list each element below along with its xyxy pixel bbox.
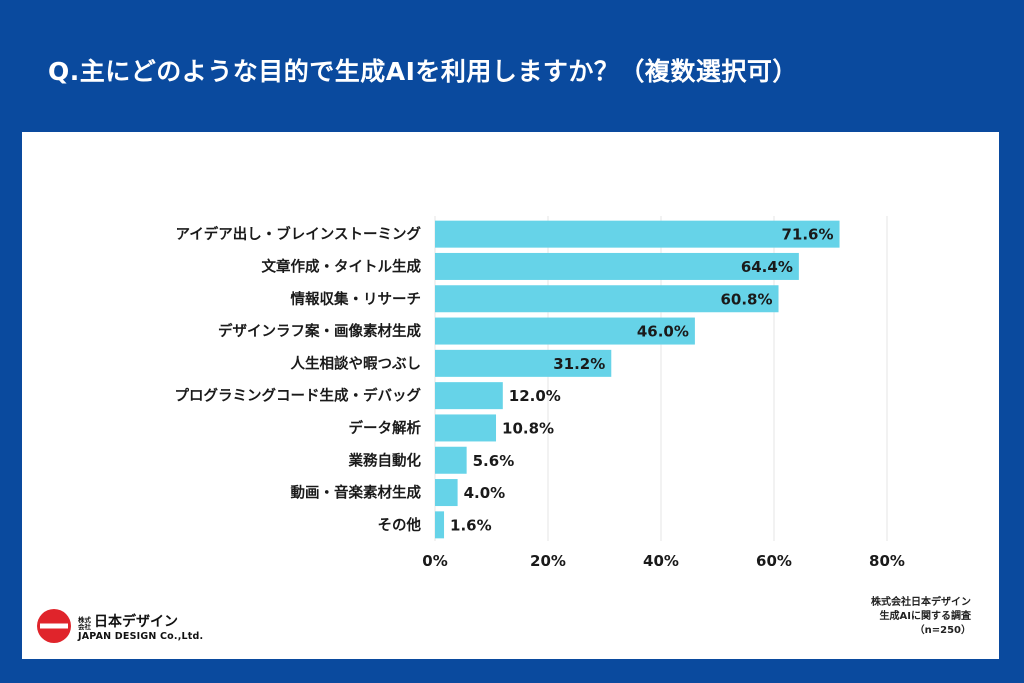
bar	[435, 446, 467, 474]
bar	[435, 382, 503, 410]
bar	[435, 511, 445, 539]
bar	[435, 414, 497, 442]
source-line-1: 株式会社日本デザイン	[871, 597, 971, 608]
bar	[435, 252, 799, 280]
value-label: 46.0%	[637, 323, 689, 341]
value-label: 10.8%	[502, 419, 554, 437]
value-label: 31.2%	[553, 355, 605, 373]
x-tick-label: 80%	[869, 552, 905, 570]
chart-panel: アイデア出し・ブレインストーミング 71.6% 文章作成・タイトル生成 64.4% 情報…	[22, 132, 999, 659]
x-tick-label: 0%	[422, 552, 447, 570]
value-label: 1.6%	[450, 516, 492, 534]
value-label: 60.8%	[720, 290, 772, 308]
source-line-3: （n=250）	[914, 625, 971, 636]
source-line-2: 生成AIに関する調査	[879, 611, 971, 622]
bar-chart: アイデア出し・ブレインストーミング 71.6% 文章作成・タイトル生成 64.4% 情報…	[175, 216, 905, 570]
category-label: その他	[378, 516, 422, 534]
category-label: 文章作成・タイトル生成	[262, 257, 422, 275]
category-label: プログラミングコード生成・デバッグ	[175, 387, 422, 405]
logo-english-text: JAPAN DESIGN Co.,Ltd.	[78, 630, 204, 642]
value-label: 12.0%	[509, 387, 561, 405]
value-label: 4.0%	[464, 484, 506, 502]
x-tick-label: 60%	[756, 552, 792, 570]
x-tick-label: 20%	[530, 552, 566, 570]
category-label: 業務自動化	[348, 451, 422, 469]
category-label: 人生相談や暇つぶし	[291, 354, 422, 372]
bar	[435, 317, 695, 345]
category-label: 動画・音楽素材生成	[291, 484, 422, 502]
category-label: アイデア出し・ブレインストーミング	[176, 225, 422, 243]
source-note: 株式会社日本デザイン 生成AIに関する調査 （n=250）	[871, 596, 971, 638]
logo-circle-icon	[37, 609, 71, 643]
bar	[435, 220, 840, 248]
value-label: 5.6%	[473, 452, 515, 470]
logo-small-text: 株式会社	[78, 615, 91, 631]
company-logo: 株式会社 日本デザイン JAPAN DESIGN Co.,Ltd.	[36, 608, 203, 644]
bar	[435, 285, 779, 313]
value-label: 71.6%	[781, 226, 833, 244]
category-label: データ解析	[349, 419, 422, 437]
x-tick-label: 40%	[643, 552, 679, 570]
page-title: Q.主にどのような目的で生成AIを利用しますか？（複数選択可）	[48, 57, 798, 86]
category-label: 情報収集・リサーチ	[291, 290, 422, 308]
category-label: デザインラフ案・画像素材生成	[218, 322, 421, 340]
bar	[435, 349, 612, 377]
logo-main-text: 日本デザイン	[94, 613, 178, 630]
bar	[435, 479, 458, 507]
value-label: 64.4%	[741, 258, 793, 276]
